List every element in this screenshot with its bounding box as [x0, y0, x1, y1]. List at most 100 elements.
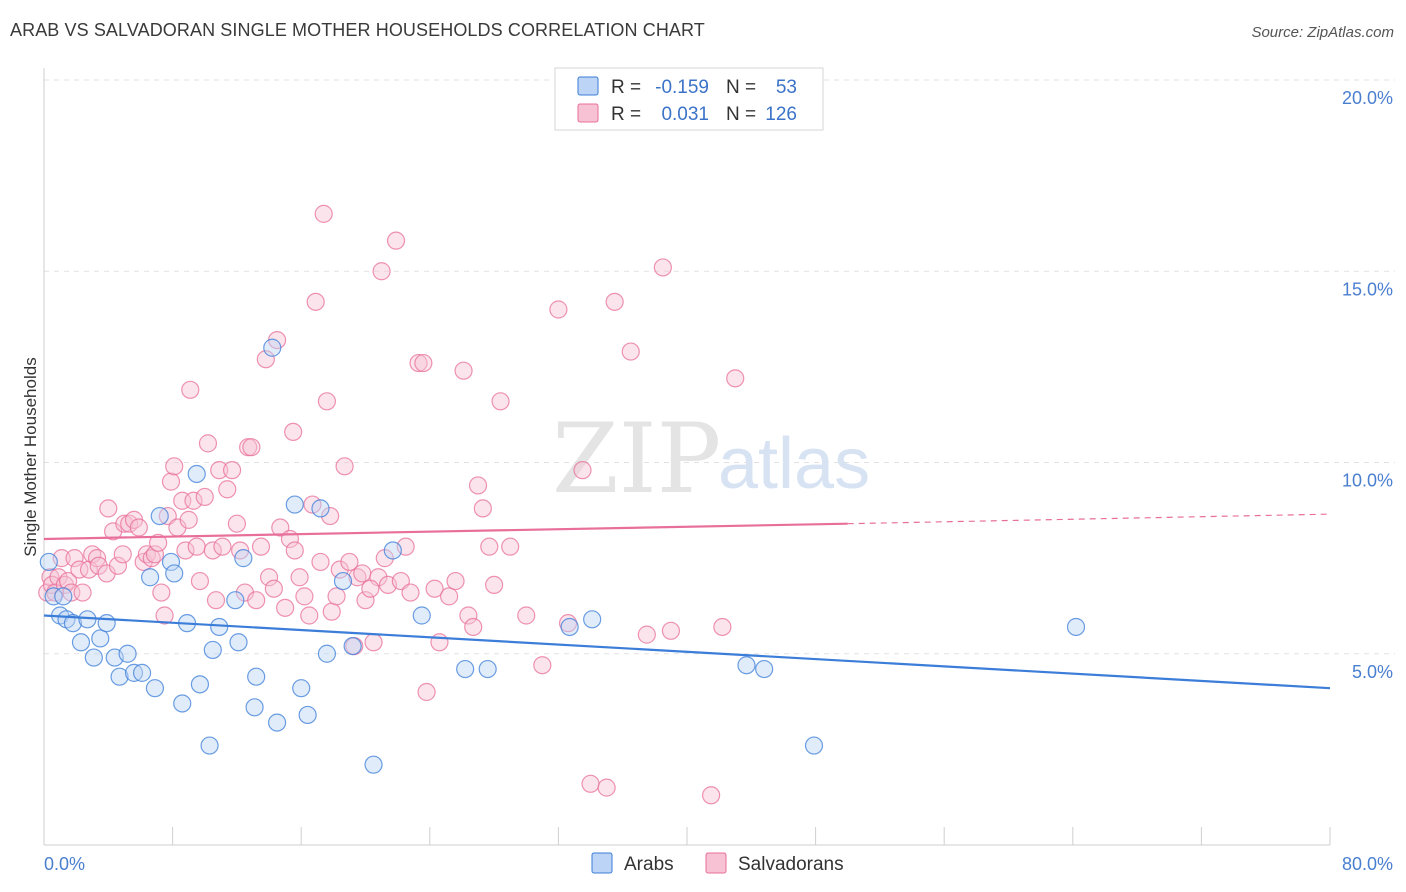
salvadoran-point-100 — [459, 606, 478, 625]
salvadoran-point-70 — [306, 292, 325, 311]
arabs-points — [39, 338, 1086, 774]
arab-point-36 — [292, 679, 311, 698]
arab-point-23 — [187, 464, 206, 484]
salvadoran-point-117 — [637, 625, 656, 644]
salvadoran-point-56 — [247, 591, 266, 610]
salvadoran-point-122 — [726, 369, 745, 388]
salvadoran-point-85 — [372, 262, 391, 281]
salvadoran-point-102 — [468, 476, 488, 495]
salvadoran-point-33 — [161, 472, 181, 491]
correlation-legend: R = -0.159 N = 53 R = 0.031 N = 126 — [554, 67, 824, 131]
salvadorans-points — [38, 204, 745, 805]
salvadoran-point-94 — [417, 682, 436, 702]
legend-n-label-2: N = — [726, 104, 756, 125]
salvadoran-point-124 — [321, 506, 340, 526]
salvadoran-point-40 — [184, 491, 203, 510]
salvadoran-point-110 — [549, 300, 568, 319]
salvadoran-point-47 — [210, 461, 229, 480]
salvadoran-point-24 — [129, 518, 148, 537]
arab-point-45 — [456, 659, 475, 679]
arab-point-49 — [737, 656, 756, 675]
arab-point-35 — [285, 495, 304, 514]
salvadoran-point-29 — [149, 533, 168, 552]
legend-n-value-1: 53 — [776, 77, 797, 98]
salvadoran-point-49 — [218, 480, 237, 499]
salvadoran-point-118 — [653, 258, 672, 277]
arab-point-46 — [478, 659, 497, 679]
salvadoran-point-57 — [251, 537, 271, 556]
arab-point-25 — [200, 736, 219, 755]
salvadoran-point-114 — [597, 778, 616, 797]
salvadoran-point-44 — [198, 434, 218, 453]
salvadoran-point-77 — [335, 457, 354, 476]
arab-point-10 — [97, 614, 116, 633]
chart-title: ARAB VS SALVADORAN SINGLE MOTHER HOUSEHO… — [10, 20, 705, 40]
arab-point-51 — [804, 736, 824, 755]
salvadorans-trend-extension — [847, 513, 1331, 525]
salvadoran-point-45 — [203, 541, 222, 560]
salvadoran-point-95 — [425, 579, 444, 598]
salvadoran-point-119 — [661, 621, 681, 640]
salvadoran-point-71 — [311, 552, 330, 572]
arab-point-17 — [145, 679, 165, 698]
salvadoran-point-113 — [581, 774, 600, 793]
salvadoran-point-72 — [314, 204, 333, 223]
salvadoran-point-58 — [256, 350, 275, 369]
y-tick-label-1: 10.0% — [1342, 471, 1393, 491]
salvadoran-point-81 — [353, 564, 372, 583]
salvadoran-point-9 — [65, 549, 84, 568]
arab-point-12 — [110, 667, 129, 686]
arab-point-5 — [63, 614, 83, 633]
arab-point-34 — [267, 713, 287, 732]
salvadoran-point-68 — [300, 606, 319, 625]
salvadoran-point-97 — [439, 587, 459, 606]
watermark: ZIP atlas — [552, 403, 870, 515]
salvadoran-point-112 — [573, 461, 592, 480]
x-tick-label-0: 0.0% — [44, 854, 85, 874]
arab-point-13 — [118, 644, 137, 663]
salvadoran-point-34 — [165, 457, 184, 476]
salvadoran-point-11 — [73, 583, 92, 602]
series-legend-label-arabs: Arabs — [624, 854, 674, 875]
watermark-atlas: atlas — [718, 424, 870, 504]
arabs-trend-line — [43, 614, 1331, 690]
salvadoran-point-91 — [401, 583, 420, 602]
salvadoran-point-17 — [99, 499, 118, 518]
arab-point-52 — [1066, 617, 1086, 637]
y-tick-labels: 5.0% 10.0% 15.0% 20.0% — [1342, 88, 1393, 682]
arab-point-48 — [583, 610, 602, 629]
x-tick-labels: 0.0% 80.0% — [44, 854, 1393, 874]
grid-lines — [44, 79, 1395, 655]
arab-point-16 — [140, 568, 160, 587]
y-axis-label: Single Mother Households — [21, 357, 40, 556]
legend-r-value-1: -0.159 — [655, 77, 709, 98]
salvadoran-point-50 — [222, 461, 242, 480]
salvadoran-point-14 — [87, 549, 107, 568]
salvadoran-point-38 — [179, 510, 198, 529]
trend-lines — [43, 513, 1331, 690]
salvadoran-point-74 — [322, 602, 341, 621]
salvadoran-point-123 — [361, 579, 380, 598]
salvadoran-point-73 — [317, 392, 337, 411]
salvadoran-point-88 — [386, 231, 406, 250]
arab-point-32 — [245, 698, 264, 717]
legend-box — [554, 67, 824, 131]
arab-point-38 — [311, 499, 330, 518]
arab-point-31 — [247, 667, 266, 686]
legend-swatch-arabs — [577, 76, 599, 96]
salvadoran-point-65 — [284, 422, 303, 441]
legend-r-label-2: R = — [611, 104, 641, 125]
arab-point-44 — [412, 606, 431, 625]
salvadoran-point-103 — [473, 499, 492, 518]
salvadoran-point-41 — [187, 537, 206, 556]
salvadoran-point-115 — [605, 292, 624, 311]
series-legend-swatch-arabs — [591, 852, 613, 874]
salvadoran-point-125 — [285, 541, 304, 560]
y-tick-label-0: 5.0% — [1352, 662, 1393, 682]
salvadoran-point-60 — [264, 579, 283, 598]
legend-n-value-2: 126 — [765, 104, 797, 125]
salvadoran-point-83 — [364, 633, 383, 652]
arab-point-41 — [343, 636, 362, 656]
legend-swatch-salvadorans — [577, 103, 599, 123]
salvadoran-point-109 — [533, 656, 552, 675]
